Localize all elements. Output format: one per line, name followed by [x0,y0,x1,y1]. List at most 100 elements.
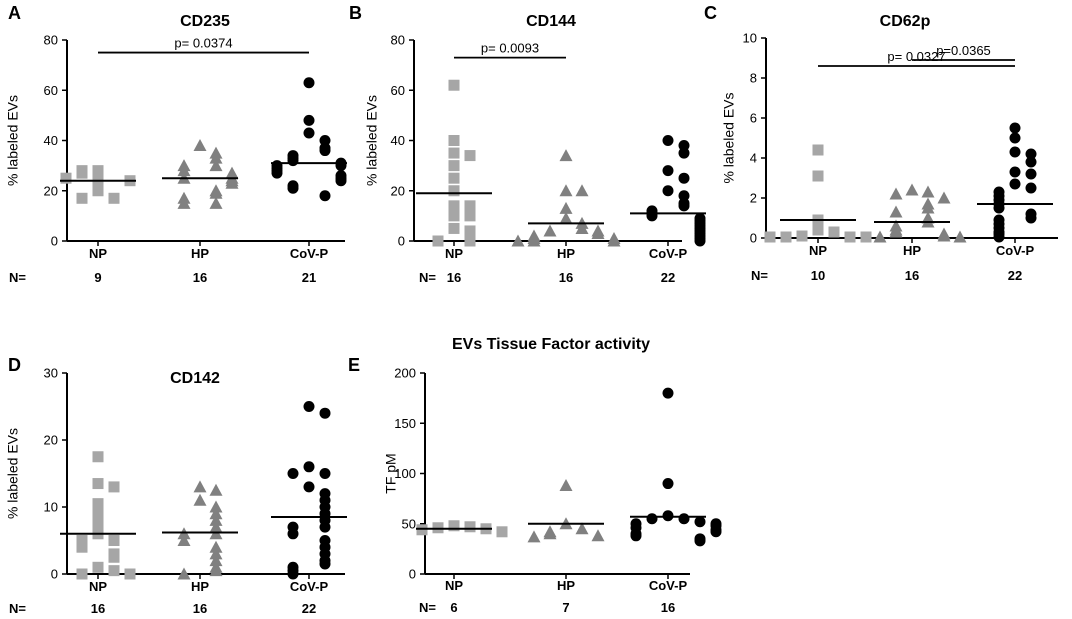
data-point-circle [646,210,658,222]
n-prefix-label: N= [419,600,436,615]
y-tick-label: 40 [44,133,58,148]
y-tick-label: 100 [394,466,416,481]
panel-letter: D [8,355,21,375]
data-point-circle [1009,166,1021,178]
data-point-circle [662,387,674,399]
data-point-circle [694,516,706,528]
y-tick-label: 0 [51,234,58,249]
panel-letter: B [349,3,362,23]
y-tick-label: 80 [391,33,405,48]
y-tick-label: 4 [750,151,757,166]
data-point-triangle [559,211,573,224]
data-point-triangle [889,205,903,218]
data-point-square [124,568,136,580]
data-point-square [448,222,460,234]
data-point-square [496,526,508,538]
data-point-circle [335,175,347,187]
data-point-triangle [953,230,967,243]
data-point-circle [678,172,690,184]
data-point-square [464,521,476,533]
n-count-label: 10 [811,268,825,283]
y-tick-label: 6 [750,111,757,126]
data-point-square [416,524,428,536]
data-point-circle [287,568,299,580]
y-tick-label: 200 [394,366,416,381]
x-tick-label: HP [557,246,575,261]
data-point-square [812,224,824,236]
data-point-square [92,478,104,490]
x-tick-label: NP [809,243,827,258]
data-point-triangle [511,234,525,247]
data-point-square [448,520,460,532]
y-tick-label: 10 [743,31,757,46]
data-point-circle [993,231,1005,243]
data-point-triangle [209,520,223,533]
data-point-circle [287,528,299,540]
y-tick-label: 60 [391,83,405,98]
data-point-circle [303,401,315,412]
data-point-circle [662,185,674,197]
data-point-triangle [209,500,223,513]
data-point-circle [1009,146,1021,158]
data-point-triangle [177,534,191,546]
data-point-square [448,160,460,172]
y-tick-label: 20 [44,433,58,448]
y-tick-label: 20 [44,183,58,198]
panel-b: B CD144 0 20 40 60 80 % labeled EVs NP 16 HP 16 CoV-… [349,3,706,285]
data-point-circle [1025,212,1037,224]
data-point-triangle [543,224,557,237]
data-point-triangle [193,493,207,506]
data-point-triangle [209,186,223,199]
data-point-circle [678,200,690,212]
data-point-triangle [177,164,191,177]
data-point-circle [993,202,1005,214]
data-point-triangle [209,547,223,560]
data-point-circle [662,135,674,146]
data-point-triangle [559,149,573,162]
data-point-triangle [559,479,573,492]
n-count-label: 22 [1008,268,1022,283]
data-point-circle [319,558,331,570]
n-prefix-label: N= [9,601,26,616]
data-point-square [92,518,104,530]
data-point-triangle [225,176,239,189]
data-point-circle [694,235,706,247]
data-point-circle [303,481,315,493]
data-point-circle [710,526,722,538]
data-point-triangle [209,507,223,520]
data-point-square [796,230,808,242]
y-tick-label: 80 [44,33,58,48]
x-tick-label: CoV-P [649,578,688,593]
x-tick-label: NP [89,579,107,594]
data-point-square [92,451,104,463]
data-point-triangle [209,151,223,164]
data-point-triangle [559,184,573,197]
data-point-square [76,535,88,546]
data-point-circle [662,510,674,522]
data-point-square [92,561,104,573]
chart-title: EVs Tissue Factor activity [452,336,650,353]
x-tick-label: NP [445,246,463,261]
data-point-square [60,172,72,184]
data-point-square [764,231,776,243]
data-point-triangle [209,554,223,567]
n-count-label: 16 [661,600,675,615]
data-point-square [448,135,460,146]
data-point-square [76,165,88,177]
y-tick-label: 20 [391,183,405,198]
data-point-circle [1009,178,1021,190]
data-point-triangle [543,527,557,540]
data-point-circle [319,190,331,202]
n-count-label: 16 [447,270,461,285]
chart-title: CD235 [180,13,230,30]
data-point-circle [271,167,283,179]
data-point-square [464,210,476,222]
y-tick-label: 8 [750,71,757,86]
x-tick-label: CoV-P [996,243,1035,258]
x-tick-label: HP [903,243,921,258]
data-point-square [448,172,460,184]
data-point-square [448,185,460,197]
n-count-label: 21 [302,270,316,285]
x-tick-label: NP [89,246,107,261]
